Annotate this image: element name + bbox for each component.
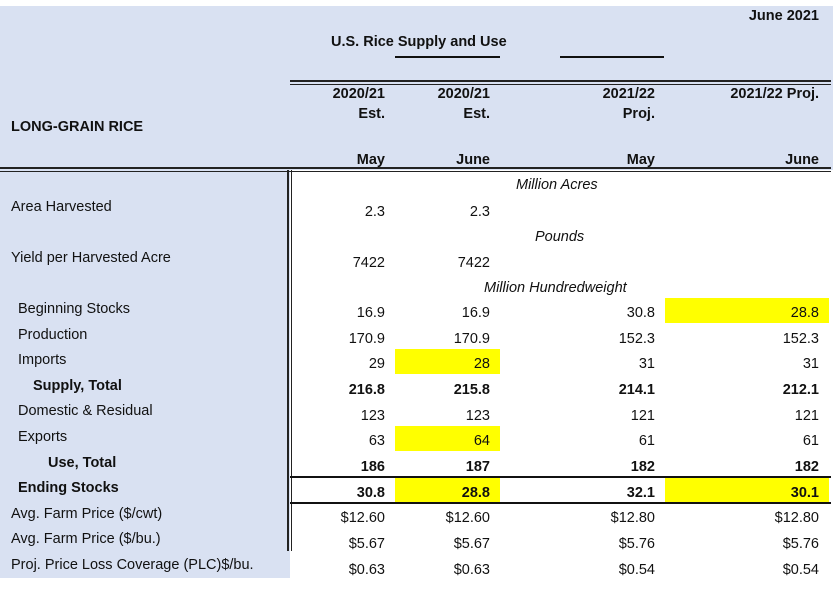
value-cell: 28 <box>473 356 490 372</box>
label-column-background <box>0 170 290 578</box>
value-cell: 212.1 <box>782 382 819 398</box>
row-label: Use, Total <box>48 455 117 471</box>
col-header-year: 2020/21 <box>437 86 490 102</box>
value-cell: $12.60 <box>445 510 490 526</box>
col-header-month: May <box>356 152 385 168</box>
value-cell: 121 <box>794 408 819 424</box>
unit-label-pounds: Pounds <box>535 229 585 245</box>
col-header-year: 2020/21 <box>332 86 385 102</box>
value-cell: 32.1 <box>626 485 655 501</box>
ending-stocks-bottom-rule <box>290 502 831 504</box>
row-label: Avg. Farm Price ($/cwt) <box>11 506 163 522</box>
section-title: LONG-GRAIN RICE <box>11 119 144 135</box>
col-header-month: May <box>626 152 655 168</box>
row-label: Imports <box>18 352 67 368</box>
title-underline-right <box>560 56 664 58</box>
highlight-imports-june-est <box>395 349 500 374</box>
value-cell: 186 <box>360 459 385 475</box>
value-cell: 30.8 <box>356 485 385 501</box>
value-cell: 214.1 <box>618 382 655 398</box>
header-background <box>0 6 833 170</box>
value-cell: 64 <box>473 433 490 449</box>
header-top-rule <box>290 80 831 85</box>
col-header-type: Est. <box>463 106 490 122</box>
value-cell: 7422 <box>457 255 490 271</box>
row-label: Domestic & Residual <box>18 403 153 419</box>
value-cell: 123 <box>360 408 385 424</box>
value-cell: 61 <box>802 433 819 449</box>
value-cell: 187 <box>465 459 490 475</box>
value-cell: 123 <box>465 408 490 424</box>
report-date: June 2021 <box>748 8 819 24</box>
label-column-divider <box>287 170 292 551</box>
value-cell: $12.60 <box>340 510 385 526</box>
header-bottom-rule <box>0 167 831 172</box>
unit-label-cwt: Million Hundredweight <box>484 280 627 296</box>
value-cell: 152.3 <box>618 331 655 347</box>
title-underline <box>395 56 500 58</box>
value-cell: 63 <box>368 433 385 449</box>
value-cell: 182 <box>630 459 655 475</box>
value-cell: 29 <box>368 356 385 372</box>
col-header-year: 2021/22 Proj. <box>730 86 819 102</box>
value-cell: 61 <box>638 433 655 449</box>
col-header-type: Est. <box>358 106 385 122</box>
value-cell: 2.3 <box>364 204 385 220</box>
col-header-month: June <box>785 152 819 168</box>
value-cell: 216.8 <box>348 382 385 398</box>
highlight-beginning-stocks-june-proj <box>665 298 829 323</box>
ending-stocks-top-rule <box>290 476 831 478</box>
value-cell: 182 <box>794 459 819 475</box>
value-cell: 170.9 <box>348 331 385 347</box>
value-cell: $0.54 <box>618 562 655 578</box>
col-header-month: June <box>456 152 490 168</box>
value-cell: $5.67 <box>453 536 490 552</box>
value-cell: 121 <box>630 408 655 424</box>
value-cell: 215.8 <box>453 382 490 398</box>
value-cell: 31 <box>638 356 655 372</box>
value-cell: 31 <box>802 356 819 372</box>
value-cell: $5.67 <box>348 536 385 552</box>
col-header-year: 2021/22 <box>602 86 655 102</box>
row-label: Exports <box>18 429 68 445</box>
value-cell: 16.9 <box>356 305 385 321</box>
value-cell: $5.76 <box>782 536 819 552</box>
value-cell: 7422 <box>352 255 385 271</box>
highlight-ending-stocks-june-est <box>395 478 500 502</box>
row-label: Proj. Price Loss Coverage (PLC)$/bu. <box>11 557 254 573</box>
highlight-exports-june-est <box>395 426 500 451</box>
value-cell: $0.63 <box>453 562 490 578</box>
row-label: Avg. Farm Price ($/bu.) <box>11 531 161 547</box>
highlight-ending-stocks-june-proj <box>665 478 829 502</box>
row-label: Beginning Stocks <box>18 301 131 317</box>
value-cell: 28.8 <box>790 305 819 321</box>
col-header-type: Proj. <box>622 106 655 122</box>
value-cell: $0.54 <box>782 562 819 578</box>
row-label: Area Harvested <box>11 199 112 215</box>
value-cell: 2.3 <box>469 204 490 220</box>
value-cell: 30.8 <box>626 305 655 321</box>
value-cell: 16.9 <box>461 305 490 321</box>
value-cell: $12.80 <box>610 510 655 526</box>
row-label: Production <box>18 327 88 343</box>
value-cell: $5.76 <box>618 536 655 552</box>
row-label: Ending Stocks <box>18 480 119 496</box>
row-label: Yield per Harvested Acre <box>11 250 171 266</box>
row-label: Supply, Total <box>33 378 122 394</box>
unit-label-acres: Million Acres <box>516 177 598 193</box>
value-cell: 28.8 <box>461 485 490 501</box>
value-cell: $0.63 <box>348 562 385 578</box>
report-title: U.S. Rice Supply and Use <box>331 34 507 50</box>
value-cell: $12.80 <box>774 510 819 526</box>
value-cell: 152.3 <box>782 331 819 347</box>
value-cell: 170.9 <box>453 331 490 347</box>
value-cell: 30.1 <box>790 485 819 501</box>
